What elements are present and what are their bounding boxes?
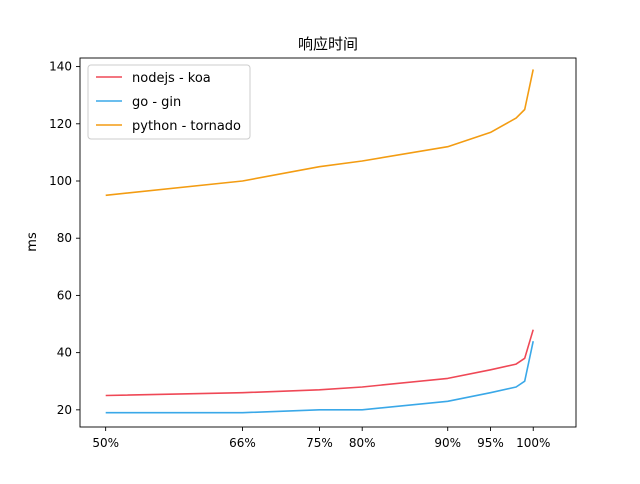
series-line-1 — [105, 341, 534, 414]
y-tick-label: 40 — [57, 346, 72, 360]
x-tick-label: 80% — [349, 436, 376, 450]
legend: nodejs - koa go - gin python - tornado — [87, 64, 251, 140]
y-tick-label: 140 — [49, 60, 72, 74]
y-tick-label: 100 — [49, 174, 72, 188]
x-tick-label: 90% — [434, 436, 461, 450]
legend-label: python - tornado — [132, 119, 241, 134]
legend-label: go - gin — [132, 95, 181, 110]
x-tick-label: 66% — [229, 436, 256, 450]
axes: 50% 66% 75% 80% 90% 95% 100% 20 40 60 80 100 120 140 — [49, 57, 577, 450]
y-axis-label: ms — [25, 232, 40, 252]
x-tick-label: 50% — [92, 436, 119, 450]
y-tick-label: 20 — [57, 403, 72, 417]
x-tick-label: 100% — [516, 436, 550, 450]
chart-title: 响应时间 — [298, 35, 358, 53]
legend-box — [87, 64, 251, 140]
legend-label: nodejs - koa — [132, 71, 211, 86]
axes-frame — [79, 57, 577, 428]
series-line-0 — [105, 329, 534, 397]
x-tick-label: 75% — [306, 436, 333, 450]
y-tick-label: 80 — [57, 231, 72, 245]
plot-area — [105, 69, 534, 414]
x-tick-label: 95% — [477, 436, 504, 450]
y-tick-label: 120 — [49, 117, 72, 131]
y-tick-label: 60 — [57, 288, 72, 302]
series-line-2 — [105, 69, 534, 197]
